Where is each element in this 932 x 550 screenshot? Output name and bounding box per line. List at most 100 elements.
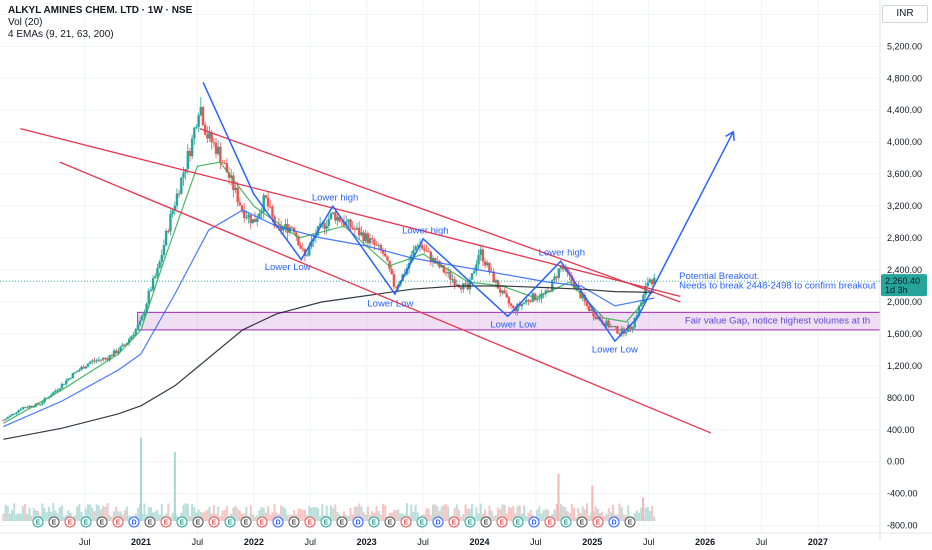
- volume-bar: [264, 512, 267, 521]
- volume-bar: [401, 514, 404, 521]
- volume-bar: [572, 508, 575, 521]
- candle-body: [197, 115, 200, 127]
- candle-body: [371, 238, 374, 240]
- volume-bar: [507, 507, 510, 521]
- candle-body: [386, 256, 389, 261]
- volume-bar: [516, 506, 519, 521]
- candle-body: [253, 219, 257, 222]
- volume-bar: [249, 504, 252, 521]
- candle-body: [525, 300, 528, 303]
- event-badge: [448, 516, 460, 528]
- volume-bar: [267, 506, 270, 521]
- volume-bar: [117, 511, 120, 521]
- candle-body: [282, 227, 285, 231]
- event-badge: [208, 516, 220, 528]
- volume-bar: [97, 505, 100, 521]
- volume-bar: [622, 514, 625, 521]
- x-tick-label: 2025: [582, 537, 602, 547]
- event-badge-letter: D: [275, 520, 280, 527]
- candle-body: [91, 360, 94, 362]
- candle-body: [520, 303, 524, 307]
- volume-bar: [115, 506, 118, 521]
- candle-body: [141, 315, 144, 321]
- event-badge-letter: E: [308, 520, 313, 527]
- candle-body: [596, 317, 600, 320]
- candles: [2, 97, 656, 422]
- volume-bar: [369, 515, 372, 521]
- x-tick-label: 2023: [357, 537, 377, 547]
- ema-indicator[interactable]: 4 EMAs (9, 21, 63, 200): [8, 29, 114, 40]
- volume-bar: [633, 513, 636, 521]
- candle-body: [269, 206, 272, 208]
- volume-bar: [128, 515, 131, 521]
- volume-bar: [642, 497, 645, 521]
- event-badge: [192, 516, 204, 528]
- event-badge-letter: E: [148, 520, 153, 527]
- volume-bar: [364, 514, 367, 521]
- candle-body: [13, 413, 16, 415]
- currency-button[interactable]: INR: [882, 5, 928, 23]
- candle-body: [67, 378, 70, 381]
- candle-body: [284, 224, 287, 228]
- volume-bar: [612, 504, 615, 521]
- candle-body: [620, 328, 623, 334]
- volume-bar: [429, 515, 432, 521]
- candle-body: [483, 261, 487, 266]
- candle-body: [39, 404, 42, 406]
- candle-body: [384, 253, 387, 257]
- candle-body: [154, 276, 157, 279]
- candle-body: [631, 327, 634, 329]
- candle-body: [416, 245, 419, 247]
- price-axis[interactable]: 5,600.005,200.004,800.004,400.004,000.00…: [879, 0, 922, 540]
- volume-bar: [438, 511, 441, 521]
- candle-body: [362, 232, 365, 242]
- candle-body: [136, 324, 140, 330]
- volume-bar: [156, 509, 159, 521]
- event-badge: [592, 516, 604, 528]
- trendlines: [20, 127, 712, 434]
- event-badge: [512, 516, 524, 528]
- candle-body: [360, 232, 363, 236]
- x-tick-label: Jul: [530, 537, 542, 547]
- volume-bar: [375, 506, 378, 521]
- y-tick-label: 2,000.00: [887, 297, 922, 307]
- symbol-title[interactable]: ALKYL AMINES CHEM. LTD · 1W · NSE: [8, 5, 193, 16]
- volume-bar: [217, 506, 220, 521]
- volume-bar: [594, 506, 597, 521]
- candle-body: [171, 210, 174, 214]
- volume-bar: [223, 510, 226, 521]
- event-badge: [432, 516, 444, 528]
- volume-bar: [308, 505, 311, 521]
- candle-body: [334, 212, 337, 221]
- candle-body: [377, 244, 380, 246]
- candle-body: [256, 218, 259, 222]
- x-tick-label: 2022: [244, 537, 264, 547]
- candle-body: [453, 279, 456, 285]
- volume-bar: [271, 512, 274, 521]
- candle-body: [425, 250, 428, 252]
- candle-body: [561, 265, 565, 270]
- volume-bar: [553, 509, 556, 521]
- volume-bar: [577, 508, 580, 521]
- candle-body: [130, 336, 133, 339]
- volume-bar: [80, 511, 83, 521]
- volume-bar: [591, 485, 594, 521]
- candle-body: [449, 271, 452, 280]
- volume-indicator[interactable]: Vol (20): [8, 17, 43, 28]
- volume-bar: [596, 508, 599, 521]
- candle-body: [240, 205, 244, 211]
- candle-body: [379, 244, 383, 251]
- volume-bar: [546, 509, 549, 521]
- volume-bar: [468, 508, 471, 521]
- volume-bar: [63, 516, 66, 521]
- candle-body: [247, 214, 250, 218]
- event-badge-letter: E: [420, 520, 425, 527]
- trendline: [199, 127, 681, 303]
- candle-body: [496, 280, 500, 289]
- candle-body: [394, 286, 398, 288]
- time-axis[interactable]: Jul 2021 Jul 2022 Jul 2023 Jul 2024 Jul 2025 Jul 20…: [0, 532, 932, 547]
- volume-bar: [460, 516, 463, 521]
